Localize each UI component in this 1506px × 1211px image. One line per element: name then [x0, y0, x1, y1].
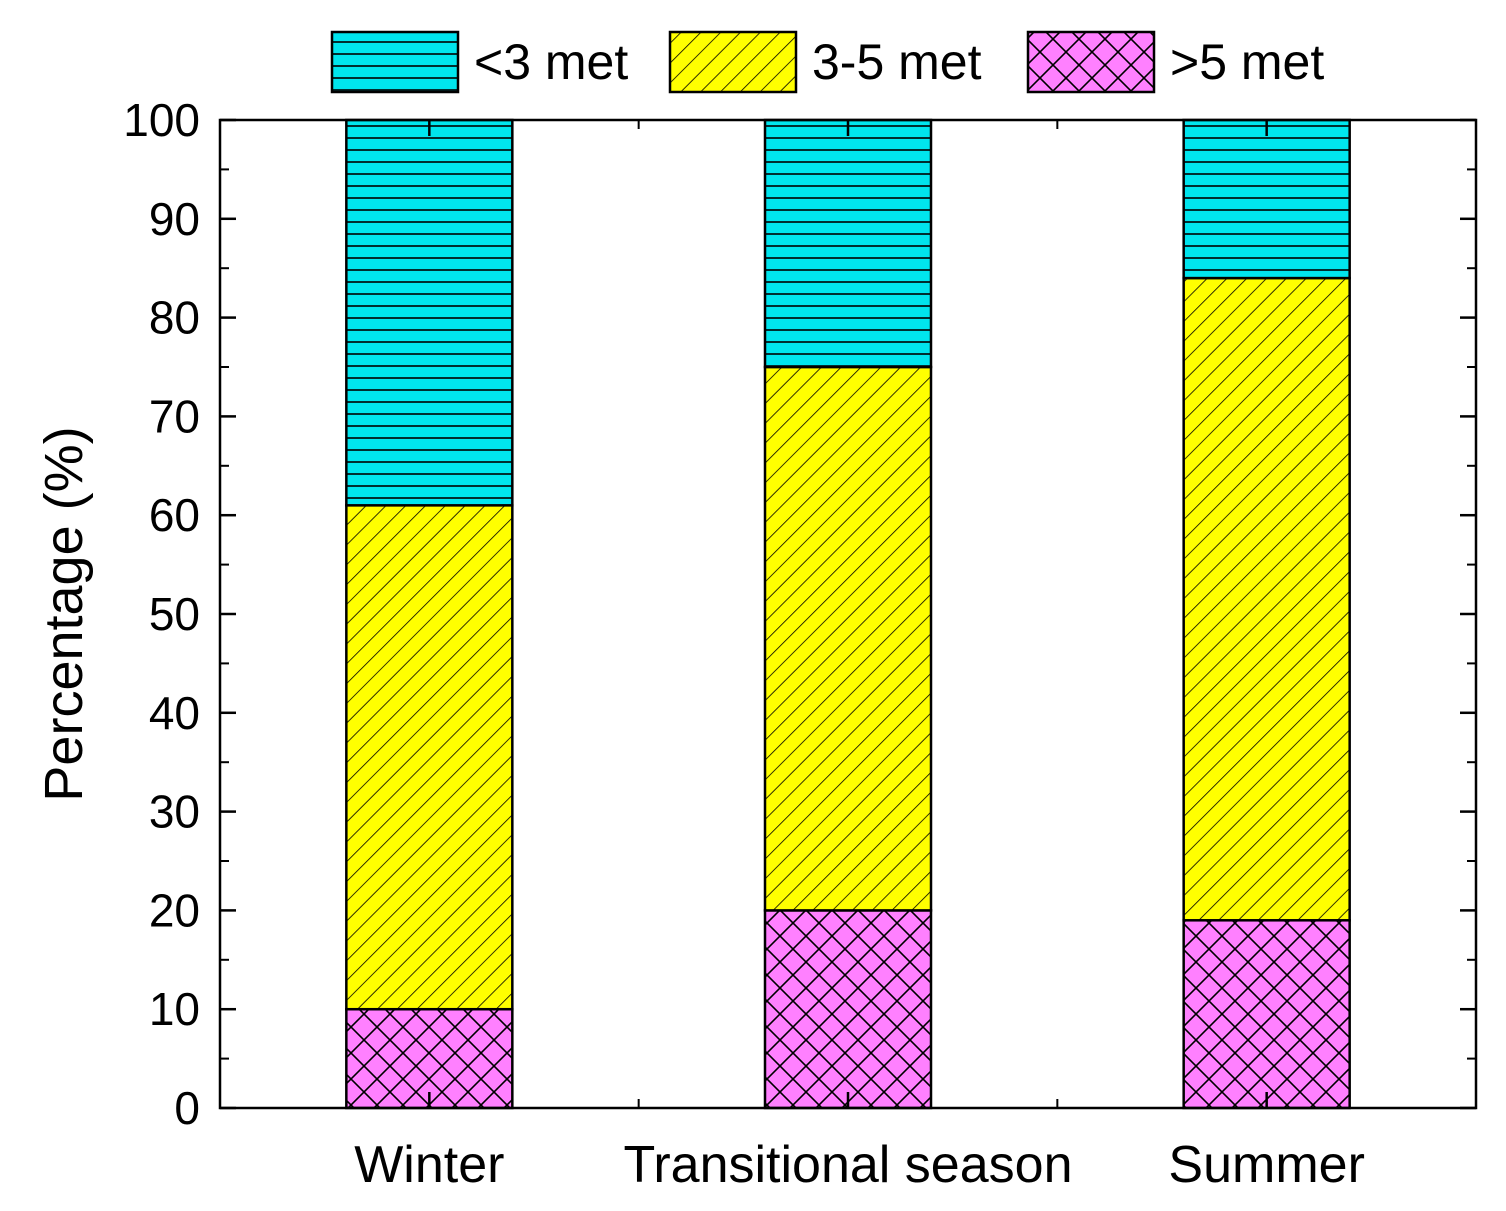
y-tick-label: 10: [149, 983, 200, 1035]
y-tick-label: 80: [149, 292, 200, 344]
plot-area: [218, 118, 1478, 1110]
bar-transitional-season-lt-3-met-hatch: [763, 118, 933, 369]
bar-summer-lt-3-met-hatch: [1182, 118, 1351, 280]
legend-label-lt-3-met: <3 met: [474, 34, 628, 90]
y-tick-label: 70: [149, 390, 200, 442]
x-category-label: Winter: [354, 1136, 504, 1194]
y-tick-label: 20: [149, 884, 200, 936]
y-axis-title: Percentage (%): [34, 426, 94, 801]
bar-winter-lt-3-met-hatch: [345, 118, 514, 507]
x-category-label: Summer: [1168, 1136, 1364, 1194]
bar-transitional-season-gt-5-met-hatch: [763, 909, 933, 1110]
legend-label-gt-5-met: >5 met: [1170, 34, 1324, 90]
bar-summer-gt-5-met-hatch: [1182, 919, 1351, 1110]
legend-swatch-3-5-met-hatch: [668, 30, 798, 94]
y-tick-label: 90: [149, 193, 200, 245]
bar-summer-3-5-met-hatch: [1182, 276, 1351, 922]
x-category-label: Transitional season: [624, 1136, 1073, 1194]
bar-winter-3-5-met-hatch: [345, 504, 514, 1011]
y-tick-label: 50: [149, 588, 200, 640]
legend: <3 met 3-5 met >5 met: [330, 30, 1324, 94]
y-axis: 0 10 20 30 40 50 60 70 80 90 100: [123, 94, 1476, 1134]
y-tick-label: 60: [149, 489, 200, 541]
bar-winter-gt-5-met-hatch: [345, 1007, 514, 1110]
legend-swatch-lt-3-met-hatch: [330, 30, 460, 94]
y-tick-label: 100: [123, 94, 200, 146]
bar-transitional-season-3-5-met-hatch: [763, 365, 933, 912]
legend-label-3-5-met: 3-5 met: [812, 34, 982, 90]
x-axis: Winter Transitional season Summer: [354, 120, 1365, 1194]
y-tick-label: 40: [149, 687, 200, 739]
y-tick-label: 0: [174, 1082, 200, 1134]
y-tick-label: 30: [149, 786, 200, 838]
legend-swatch-gt-5-met-hatch: [1026, 30, 1156, 94]
